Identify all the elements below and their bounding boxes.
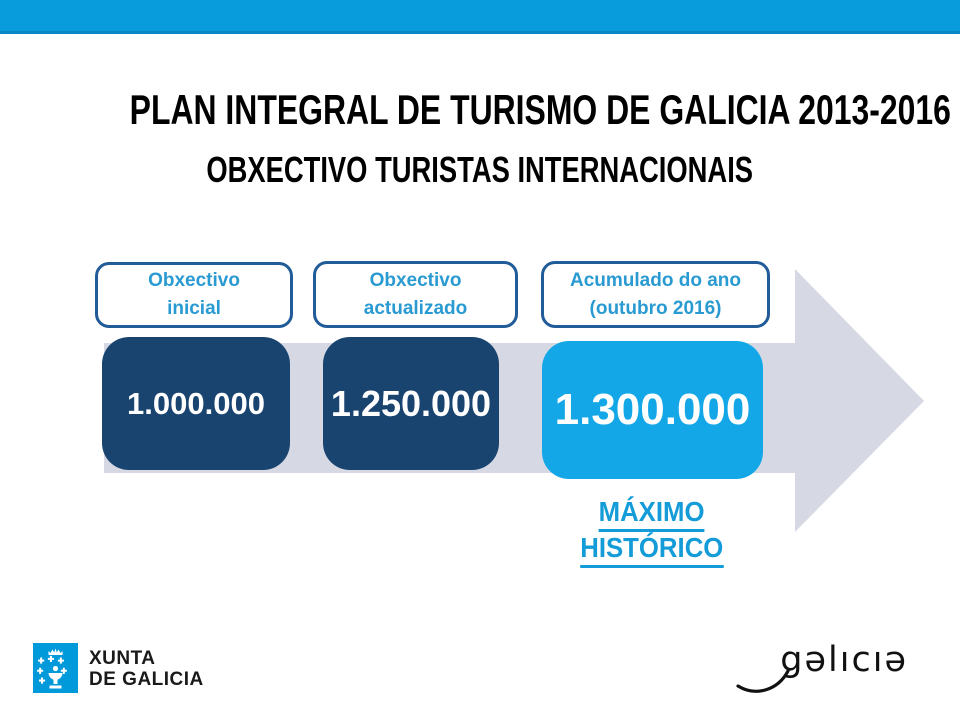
xunta-logo-text: XUNTA DE GALICIA xyxy=(89,643,204,693)
xunta-de-galicia-logo: XUNTA DE GALICIA xyxy=(33,643,204,693)
annotation-line: HISTÓRICO xyxy=(580,532,724,568)
xunta-logo-line2: DE GALICIA xyxy=(89,669,204,690)
page-subtitle: OBXECTIVO TURISTAS INTERNACIONAIS xyxy=(0,149,960,191)
value-text: 1.000.000 xyxy=(127,385,265,421)
xunta-emblem xyxy=(33,643,78,693)
page-subtitle-text: OBXECTIVO TURISTAS INTERNACIONAIS xyxy=(206,149,754,190)
step-label-line: (outubro 2016) xyxy=(589,297,722,319)
step-label-obxectivo-actualizado: Obxectivo actualizado xyxy=(313,261,518,328)
value-text: 1.250.000 xyxy=(330,382,492,424)
value-box-obxectivo-actualizado: 1.250.000 xyxy=(323,337,499,470)
page-title: PLAN INTEGRAL DE TURISMO DE GALICIA 2013… xyxy=(0,86,960,134)
xunta-logo-line1: XUNTA xyxy=(89,648,156,669)
cross-pattern xyxy=(37,655,67,684)
galicia-swash-icon xyxy=(736,670,790,693)
annotation-maximo-historico: MÁXIMO HISTÓRICO xyxy=(527,496,777,568)
step-label-obxectivo-inicial: Obxectivo inicial xyxy=(95,262,293,328)
value-box-acumulado-highlight: 1.300.000 xyxy=(542,341,763,479)
top-accent-bar xyxy=(0,0,960,34)
galicia-wordmark-text: gǝlıcıǝ xyxy=(780,640,908,680)
galicia-wordmark: gǝlıcıǝ xyxy=(736,640,908,700)
step-label-line: Acumulado do ano xyxy=(570,269,741,291)
xunta-emblem-icon xyxy=(37,648,67,689)
step-label-acumulado-do-ano: Acumulado do ano (outubro 2016) xyxy=(541,261,770,328)
page-title-text: PLAN INTEGRAL DE TURISMO DE GALICIA 2013… xyxy=(129,86,951,133)
step-label-line: Obxectivo xyxy=(369,269,462,291)
step-label-line: actualizado xyxy=(363,297,468,319)
value-box-obxectivo-inicial: 1.000.000 xyxy=(102,337,290,470)
value-text: 1.300.000 xyxy=(554,385,751,434)
step-label-line: Obxectivo xyxy=(148,270,240,292)
step-label-line: inicial xyxy=(167,298,221,319)
annotation-line: MÁXIMO xyxy=(599,496,705,532)
